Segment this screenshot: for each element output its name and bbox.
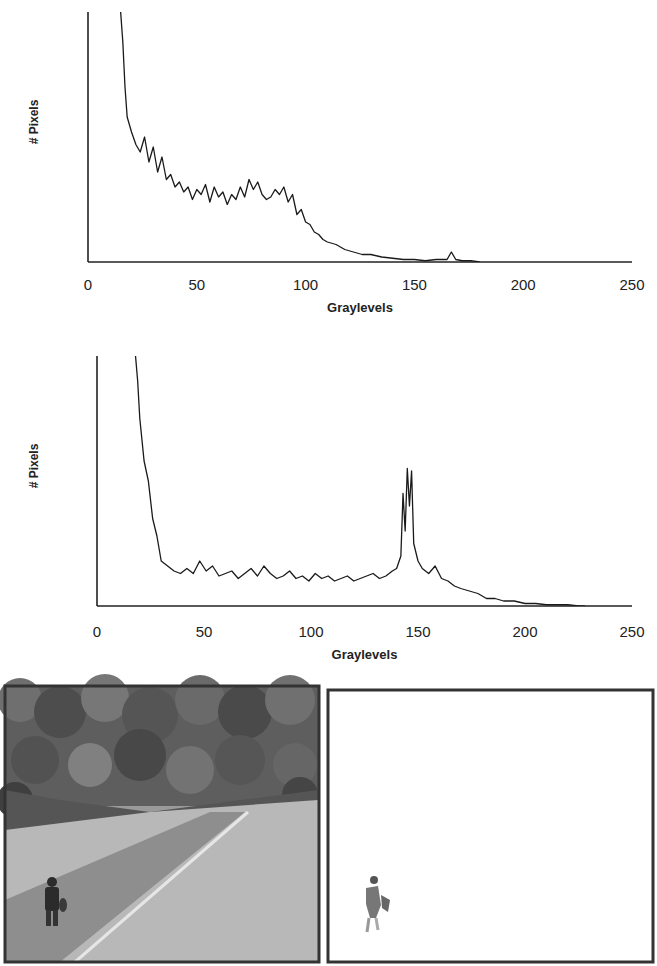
foliage (114, 729, 166, 781)
x-tick-label: 100 (298, 623, 323, 640)
x-tick-label: 50 (188, 276, 205, 293)
person-head (47, 877, 57, 887)
y-axis (96, 356, 98, 606)
x-tick-label: 250 (619, 623, 644, 640)
blob-body (366, 886, 381, 918)
x-tick-label: 0 (84, 276, 92, 293)
foliage (175, 675, 225, 725)
scene-photo (0, 674, 319, 962)
x-tick-label: 250 (619, 276, 644, 293)
foliage (166, 746, 214, 794)
y-axis-title: # Pixels (27, 443, 41, 488)
segmentation-photo (328, 690, 653, 962)
x-tick-label: 150 (402, 276, 427, 293)
photo-bg (5, 686, 319, 962)
blob-bag (381, 895, 390, 912)
plot-area (136, 356, 585, 606)
foliage (265, 675, 315, 725)
stripe (75, 812, 248, 962)
x-axis-title: Graylevels (332, 647, 398, 662)
x-axis (97, 605, 632, 607)
figure: 0 50 100 150 200 250 Graylevels # Pixels 0 50 100 1… (0, 0, 657, 966)
person-bag (59, 898, 67, 912)
x-tick-label: 200 (511, 276, 536, 293)
histogram-panel: 0 50 100 150 200 250 Graylevels # Pixels (27, 356, 645, 662)
x-tick-label: 150 (405, 623, 430, 640)
x-tick-label: 200 (512, 623, 537, 640)
photo-frame (328, 690, 653, 962)
person-leg (53, 910, 58, 926)
x-tick-label: 0 (93, 623, 101, 640)
y-axis-title: # Pixels (27, 99, 41, 144)
histogram-panel: 0 50 100 150 200 250 Graylevels # Pixels (27, 12, 645, 315)
blob-leg (376, 918, 378, 930)
x-axis-title: Graylevels (327, 300, 393, 315)
foliage (11, 736, 59, 784)
x-tick-label: 50 (196, 623, 213, 640)
y-axis (87, 12, 89, 262)
person-body (45, 887, 59, 911)
histogram-line (121, 12, 480, 262)
blob-head (370, 876, 378, 884)
histogram-line (136, 356, 585, 606)
foliage (81, 674, 129, 722)
blob-leg (367, 918, 369, 932)
plot-area (121, 12, 480, 262)
ground (5, 800, 318, 962)
photo-frame (5, 686, 319, 962)
path (5, 812, 245, 962)
foliage (34, 686, 86, 738)
foliage (215, 735, 265, 785)
x-axis (88, 261, 632, 263)
person-leg (46, 910, 51, 926)
foliage (68, 743, 112, 787)
x-tick-label: 100 (293, 276, 318, 293)
foliage (218, 685, 272, 739)
